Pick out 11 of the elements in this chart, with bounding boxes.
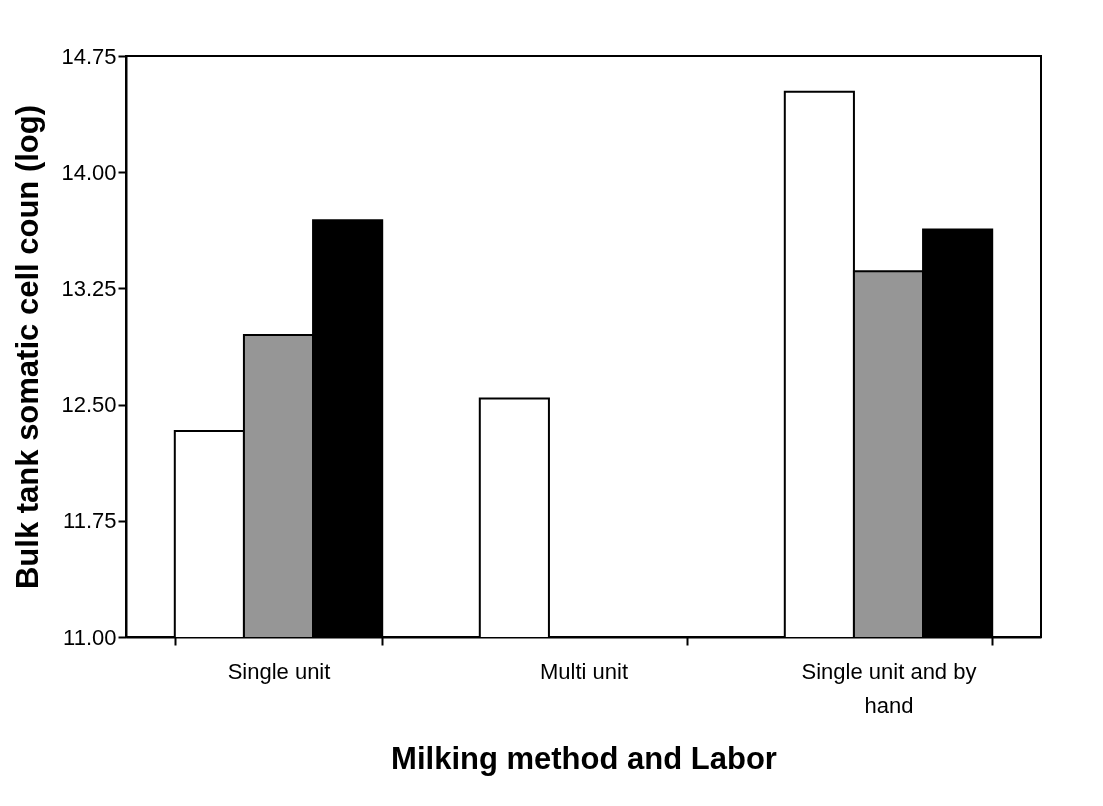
y-tick-label: 14.75 bbox=[61, 43, 117, 69]
y-tick-label: 11.00 bbox=[63, 624, 117, 650]
y-tick-label: 12.50 bbox=[61, 392, 117, 418]
x-tick-label: Single unit bbox=[227, 658, 331, 684]
y-axis-title: Bulk tank somatic cell coun (log) bbox=[10, 104, 46, 590]
x-axis-title: Milking method and Labor bbox=[391, 740, 777, 776]
x-tick-label: Multi unit bbox=[539, 658, 629, 684]
y-tick-label: 11.75 bbox=[63, 508, 117, 534]
x-tick-label: Single unit and by hand bbox=[801, 658, 977, 718]
y-tick-label: 13.25 bbox=[61, 275, 117, 301]
y-tick-label: 14.00 bbox=[61, 159, 117, 185]
